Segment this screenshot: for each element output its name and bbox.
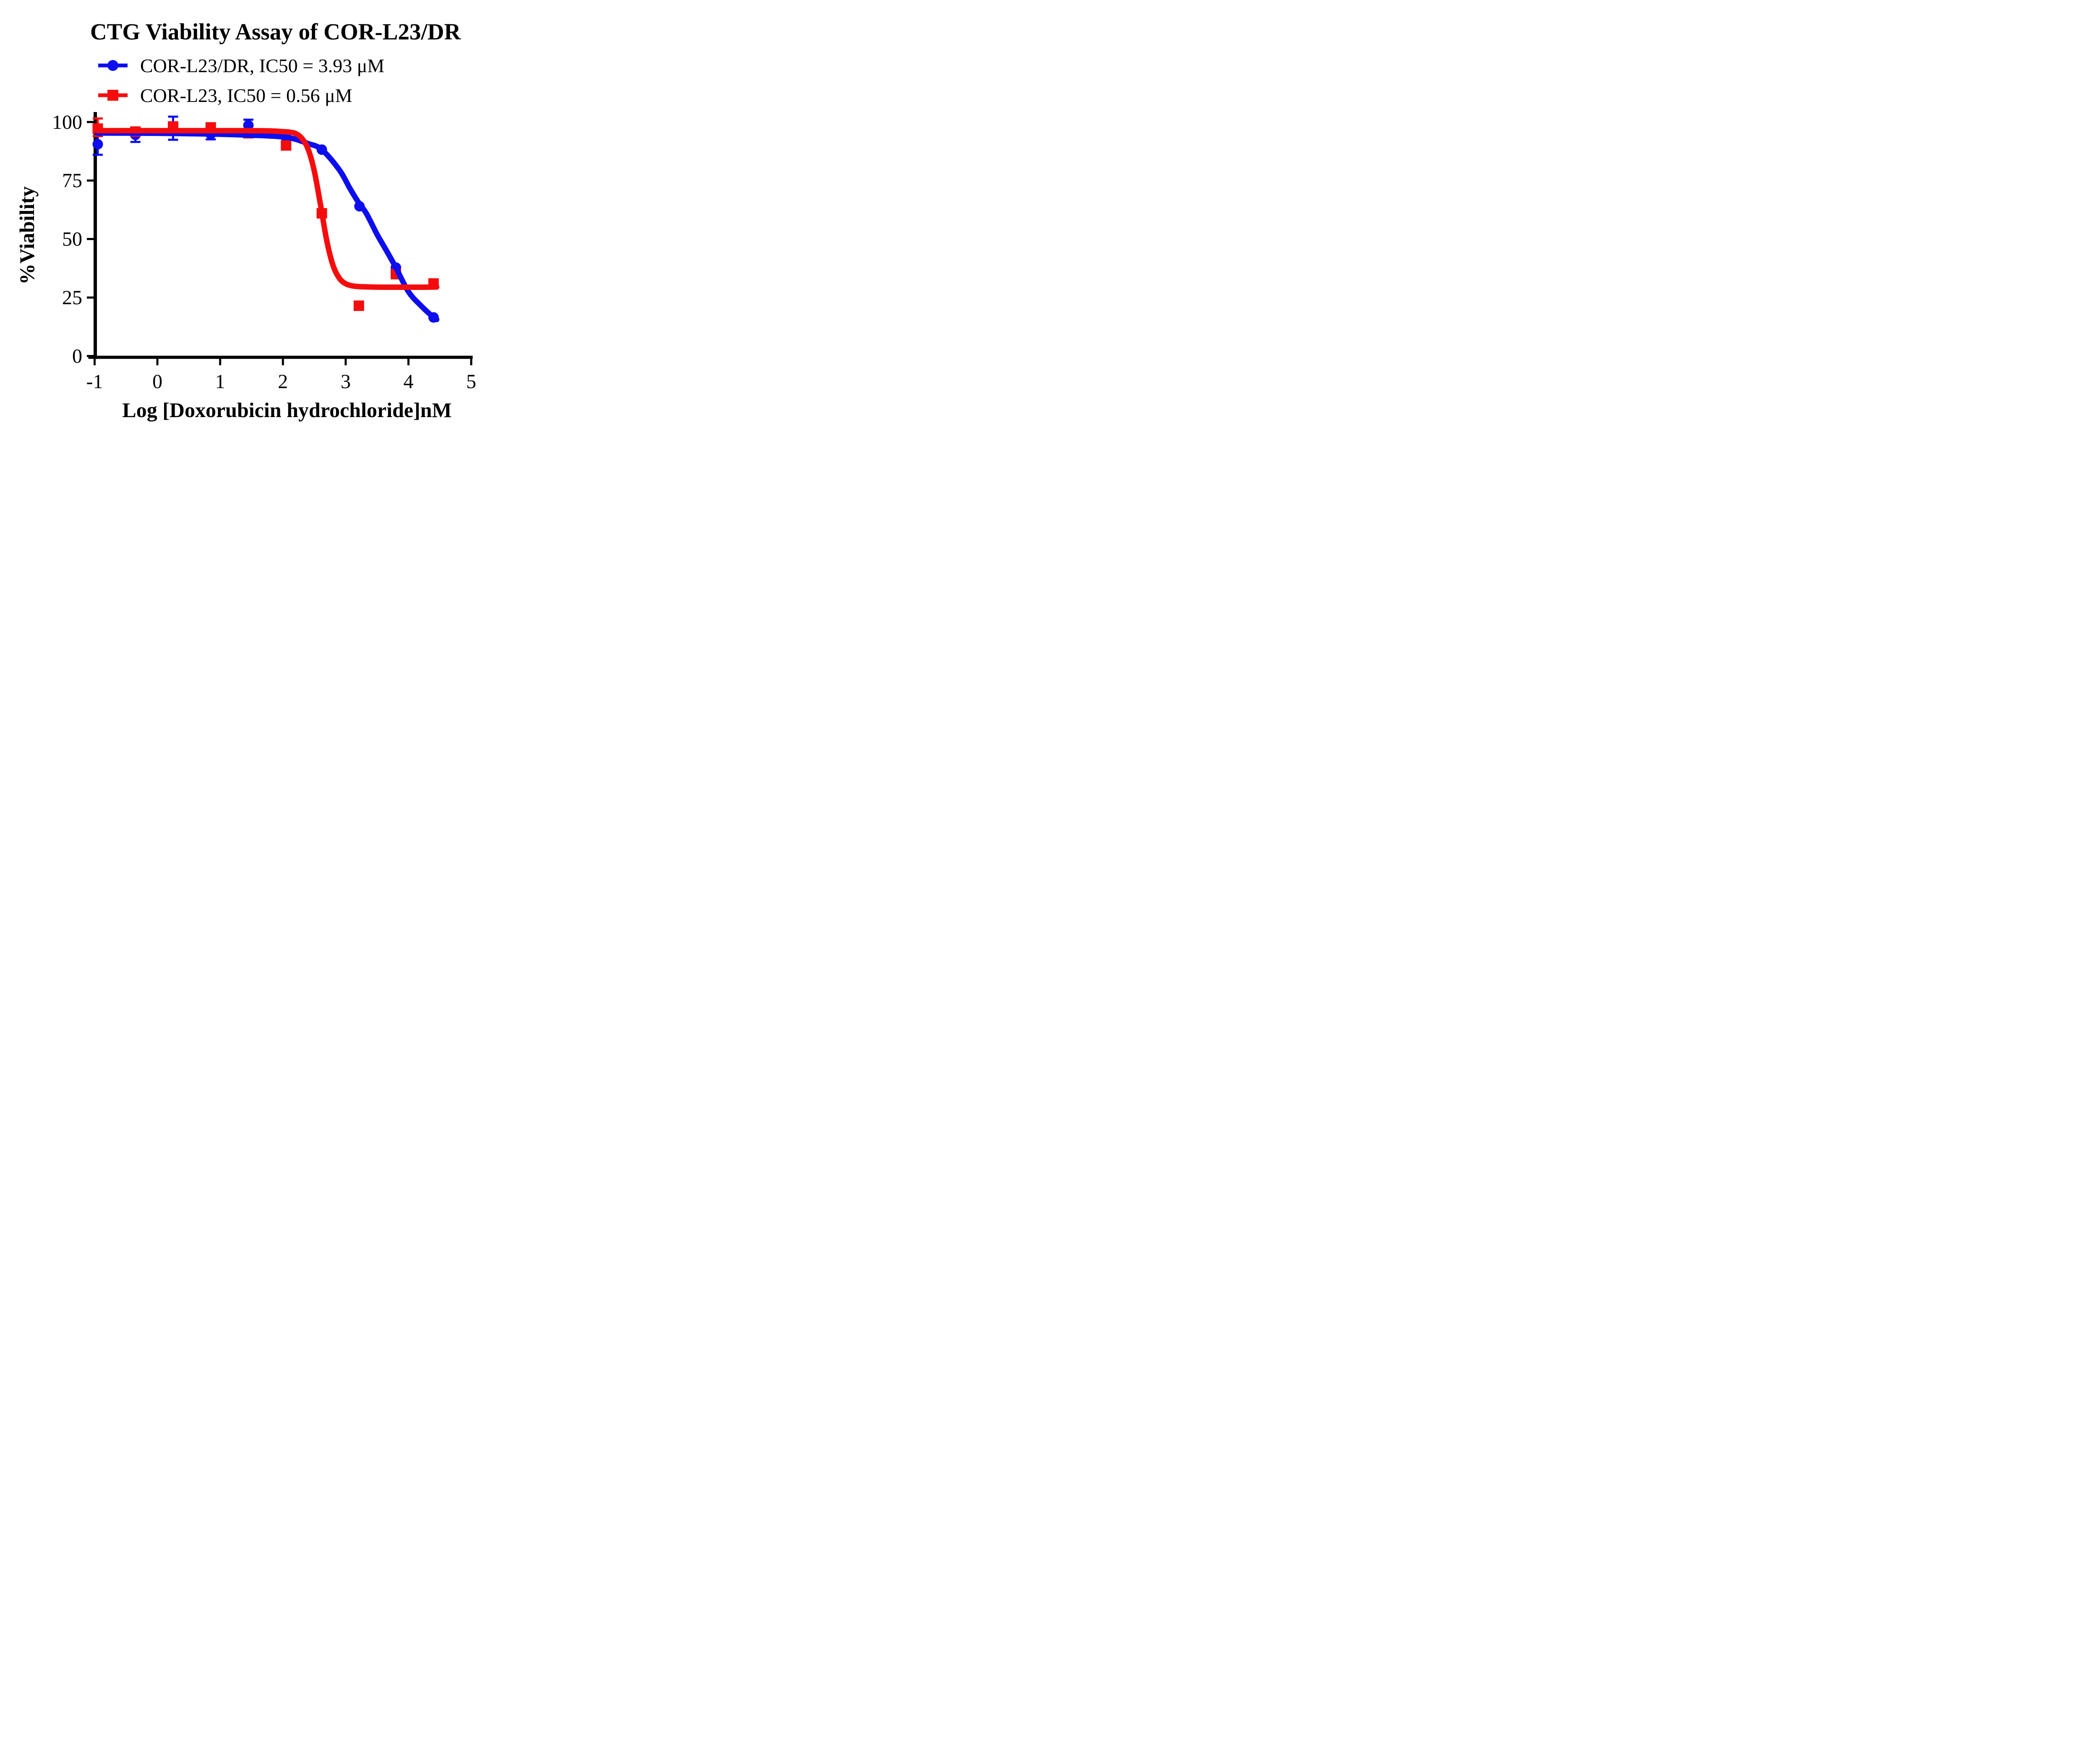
data-point-COR-L23 xyxy=(353,300,364,311)
legend-label: COR-L23, IC50 = 0.56 μM xyxy=(140,84,352,106)
x-tick-label: -1 xyxy=(86,371,103,393)
legend-marker-square-icon xyxy=(98,90,128,101)
x-tick-label: 4 xyxy=(403,371,413,393)
figure: CTG Viability Assay of COR-L23/DR COR-L2… xyxy=(0,0,526,441)
y-tick-label: 75 xyxy=(62,170,82,192)
fit-curve-COR-L23/DR xyxy=(95,130,440,322)
x-tick-label: 5 xyxy=(466,371,476,393)
data-point-COR-L23/DR xyxy=(92,139,103,150)
data-point-COR-L23 xyxy=(281,140,292,151)
y-tick-label: 50 xyxy=(62,228,82,251)
y-tick-label: 25 xyxy=(62,287,82,309)
legend-marker-circle-icon xyxy=(98,60,128,71)
x-tick-label: 2 xyxy=(278,371,288,393)
chart-title: CTG Viability Assay of COR-L23/DR xyxy=(90,19,461,44)
fit-curve-COR-L23 xyxy=(95,128,440,290)
x-tick-label: 0 xyxy=(152,371,162,393)
x-axis-title: Log [Doxorubicin hydrochloride]nM xyxy=(122,398,452,422)
y-tick-label: 100 xyxy=(52,111,82,133)
data-point-COR-L23/DR xyxy=(243,120,254,131)
y-tick-label: 0 xyxy=(72,345,82,368)
legend-label: COR-L23/DR, IC50 = 3.93 μM xyxy=(140,55,385,76)
x-tick-label: 3 xyxy=(341,371,351,393)
legend-item-cor-l23: COR-L23, IC50 = 0.56 μM xyxy=(97,84,352,106)
legend-item-cor-l23-dr: COR-L23/DR, IC50 = 3.93 μM xyxy=(97,55,384,76)
x-tick-label: 1 xyxy=(215,371,225,393)
